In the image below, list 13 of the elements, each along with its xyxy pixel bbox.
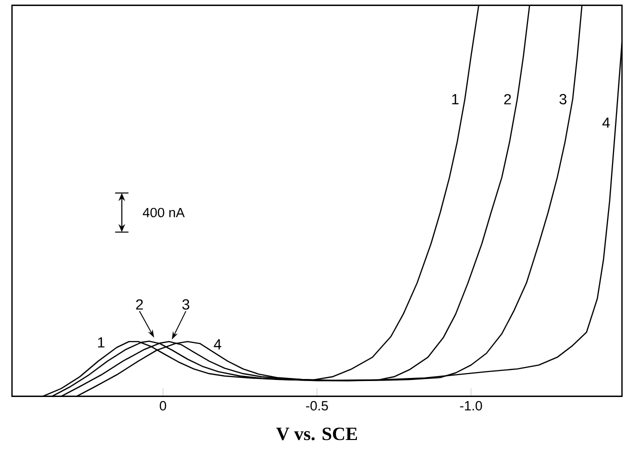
annotation: 400 nA bbox=[142, 208, 185, 218]
x-axis-title: V vs. SCE bbox=[276, 428, 357, 440]
annotation: 4 bbox=[214, 339, 222, 350]
series-label: 1 bbox=[452, 94, 459, 104]
annotation: 3 bbox=[182, 299, 190, 310]
x-tick-label: -0.5 bbox=[306, 401, 328, 410]
x-tick-label: 0 bbox=[160, 401, 166, 410]
series-label: 2 bbox=[504, 94, 511, 104]
series-label: 3 bbox=[560, 94, 566, 104]
annotation: 1 bbox=[98, 337, 104, 348]
x-tick-label: -1.0 bbox=[460, 401, 482, 410]
series-label: 4 bbox=[602, 118, 610, 128]
annotation: 2 bbox=[136, 299, 143, 310]
